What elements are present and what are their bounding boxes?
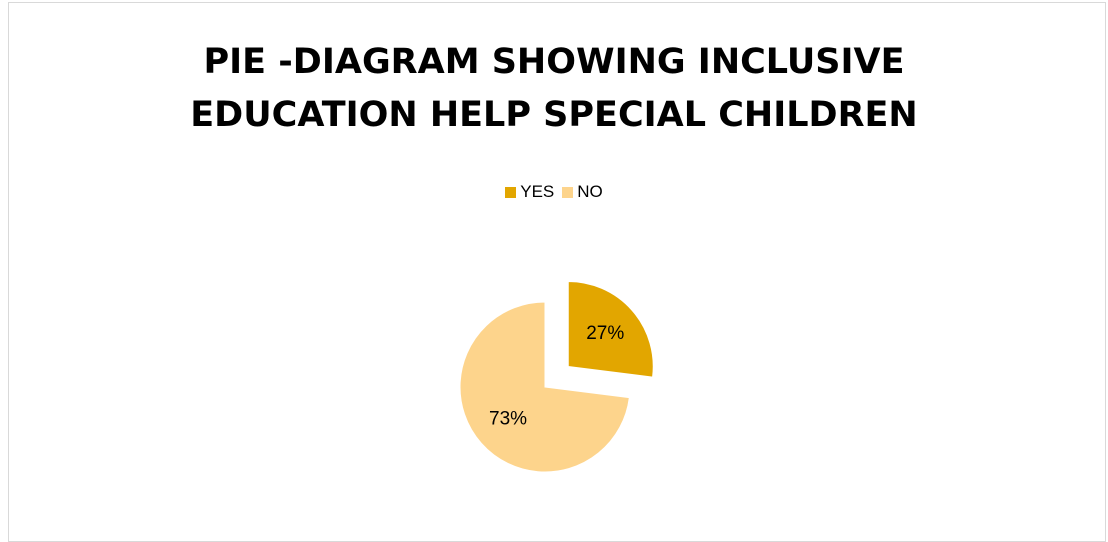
- pie-slice-yes: [567, 280, 654, 378]
- pie-chart: 27% 73%: [459, 280, 654, 473]
- legend-swatch-no: [562, 186, 574, 198]
- chart-legend: YES NO: [0, 182, 1108, 202]
- chart-title: PIE -DIAGRAM SHOWING INCLUSIVE EDUCATION…: [0, 36, 1108, 142]
- legend-label-no: NO: [577, 182, 603, 201]
- legend-label-yes: YES: [520, 182, 555, 201]
- legend-item-no: NO: [562, 182, 603, 202]
- legend-item-yes: YES: [505, 182, 554, 202]
- data-label-yes: 27%: [586, 323, 624, 344]
- legend-swatch-yes: [505, 186, 517, 198]
- chart-title-line-2: EDUCATION HELP SPECIAL CHILDREN: [190, 95, 918, 135]
- chart-title-line-1: PIE -DIAGRAM SHOWING INCLUSIVE: [203, 42, 905, 82]
- pie-slice-no: [459, 301, 630, 473]
- data-label-no: 73%: [489, 409, 527, 430]
